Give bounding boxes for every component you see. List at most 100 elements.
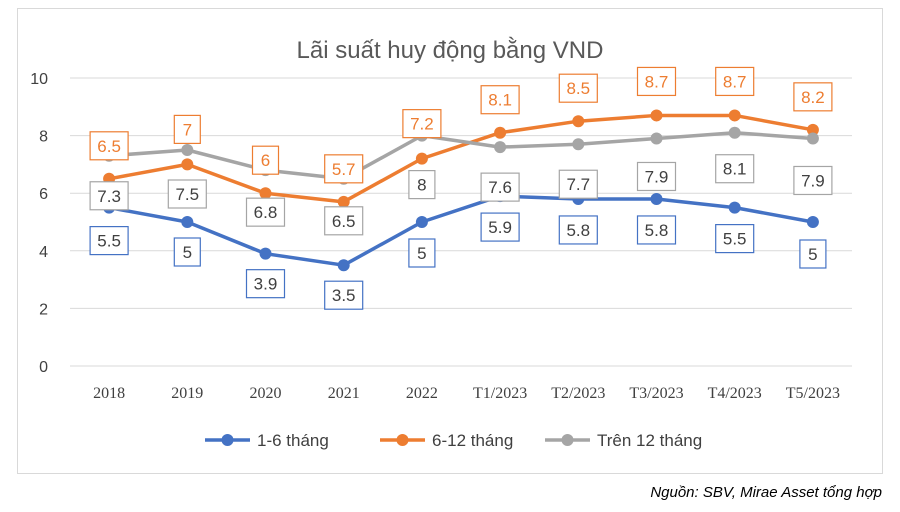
data-point bbox=[806, 123, 819, 136]
data-label-box bbox=[245, 269, 286, 299]
data-label-box bbox=[636, 215, 677, 245]
x-tick-label: T1/2023 bbox=[473, 385, 527, 402]
data-label-box bbox=[799, 239, 827, 269]
data-label-box bbox=[408, 238, 436, 268]
data-label: 7.5 bbox=[175, 185, 199, 204]
data-label-box bbox=[89, 131, 129, 161]
x-tick-label: T4/2023 bbox=[708, 385, 762, 402]
data-label: 8.1 bbox=[488, 91, 512, 110]
data-label-box bbox=[402, 109, 442, 139]
data-point bbox=[415, 216, 428, 228]
data-label-box bbox=[89, 226, 129, 256]
data-point bbox=[259, 247, 272, 260]
data-label-box bbox=[173, 114, 201, 145]
data-label: 7.6 bbox=[488, 178, 512, 197]
data-label-box bbox=[480, 212, 520, 242]
data-point bbox=[728, 109, 741, 122]
data-point bbox=[181, 144, 194, 156]
data-label: 8.2 bbox=[801, 88, 825, 107]
legend-swatch-marker bbox=[221, 434, 234, 446]
data-label-box bbox=[167, 179, 207, 209]
y-tick-label: 6 bbox=[39, 186, 48, 203]
data-label-box bbox=[324, 154, 364, 184]
data-label: 6.5 bbox=[332, 212, 356, 231]
data-label: 8.1 bbox=[723, 160, 747, 179]
x-tick-label: 2018 bbox=[93, 385, 125, 402]
series-line bbox=[108, 113, 814, 204]
data-point bbox=[494, 126, 507, 139]
data-label: 5.8 bbox=[566, 221, 590, 240]
y-tick-label: 8 bbox=[39, 129, 48, 146]
data-point bbox=[728, 126, 741, 139]
series-line bbox=[108, 130, 814, 181]
data-label-box bbox=[408, 170, 436, 200]
y-tick-label: 0 bbox=[39, 359, 48, 376]
data-label: 5 bbox=[417, 244, 426, 263]
y-tick-label: 10 bbox=[30, 71, 48, 88]
data-label: 3.9 bbox=[254, 275, 278, 294]
data-label-box bbox=[89, 181, 129, 211]
data-label: 7.9 bbox=[645, 167, 669, 186]
data-point bbox=[728, 201, 741, 214]
data-label-box bbox=[636, 66, 677, 97]
data-label: 6.5 bbox=[97, 137, 121, 156]
data-label: 7.9 bbox=[801, 171, 825, 190]
y-tick-label: 4 bbox=[39, 244, 48, 261]
data-label: 3.5 bbox=[332, 286, 356, 305]
data-point bbox=[337, 259, 350, 272]
data-point bbox=[650, 192, 663, 205]
data-label-box bbox=[793, 82, 833, 112]
y-tick-label: 2 bbox=[39, 301, 48, 318]
data-point bbox=[494, 141, 507, 154]
data-label-box bbox=[636, 161, 677, 192]
data-point bbox=[337, 195, 350, 208]
data-point bbox=[181, 216, 194, 228]
data-label: 7.3 bbox=[97, 187, 121, 206]
data-label-box bbox=[558, 169, 598, 199]
data-label-box bbox=[715, 224, 755, 254]
legend-label: Trên 12 tháng bbox=[597, 431, 702, 450]
data-label-box bbox=[558, 215, 598, 245]
x-tick-label: 2022 bbox=[406, 385, 438, 402]
data-label: 5.5 bbox=[723, 230, 747, 249]
chart-title: Lãi suất huy động bằng VND bbox=[297, 37, 604, 64]
data-label: 5 bbox=[808, 245, 817, 264]
data-label: 5.8 bbox=[645, 221, 669, 240]
data-label: 6 bbox=[261, 151, 270, 170]
data-point bbox=[650, 132, 663, 145]
data-label-box bbox=[715, 154, 755, 184]
data-point bbox=[572, 138, 585, 151]
chart-frame bbox=[17, 8, 883, 474]
data-label: 7.2 bbox=[410, 115, 434, 134]
data-point bbox=[806, 132, 819, 145]
data-point bbox=[259, 187, 272, 200]
data-label: 8 bbox=[417, 176, 426, 195]
data-label-box bbox=[480, 172, 520, 202]
data-label-box bbox=[324, 206, 364, 236]
data-label-box bbox=[715, 66, 755, 97]
data-point bbox=[806, 216, 819, 228]
data-label: 8.5 bbox=[566, 79, 590, 98]
data-label: 5.7 bbox=[332, 160, 356, 179]
data-label: 5 bbox=[183, 243, 192, 262]
x-tick-label: 2021 bbox=[328, 385, 360, 402]
data-label-box bbox=[793, 165, 833, 196]
source-note: Nguồn: SBV, Mirae Asset tổng hợp bbox=[650, 484, 882, 501]
data-label-box bbox=[558, 73, 598, 103]
data-label: 5.5 bbox=[97, 232, 121, 251]
x-tick-label: T3/2023 bbox=[629, 385, 683, 402]
data-point bbox=[181, 158, 194, 171]
legend-swatch-marker bbox=[561, 434, 574, 446]
data-label-box bbox=[324, 280, 364, 310]
legend-label: 1-6 tháng bbox=[257, 431, 329, 450]
data-label-box bbox=[173, 237, 201, 267]
data-label: 5.9 bbox=[488, 218, 512, 237]
x-tick-label: 2020 bbox=[250, 385, 282, 402]
legend-swatch-marker bbox=[396, 434, 409, 446]
data-point bbox=[650, 109, 663, 122]
data-point bbox=[415, 152, 428, 165]
data-point bbox=[572, 115, 585, 128]
data-label: 7.7 bbox=[566, 175, 590, 194]
legend-label: 6-12 tháng bbox=[432, 431, 513, 450]
